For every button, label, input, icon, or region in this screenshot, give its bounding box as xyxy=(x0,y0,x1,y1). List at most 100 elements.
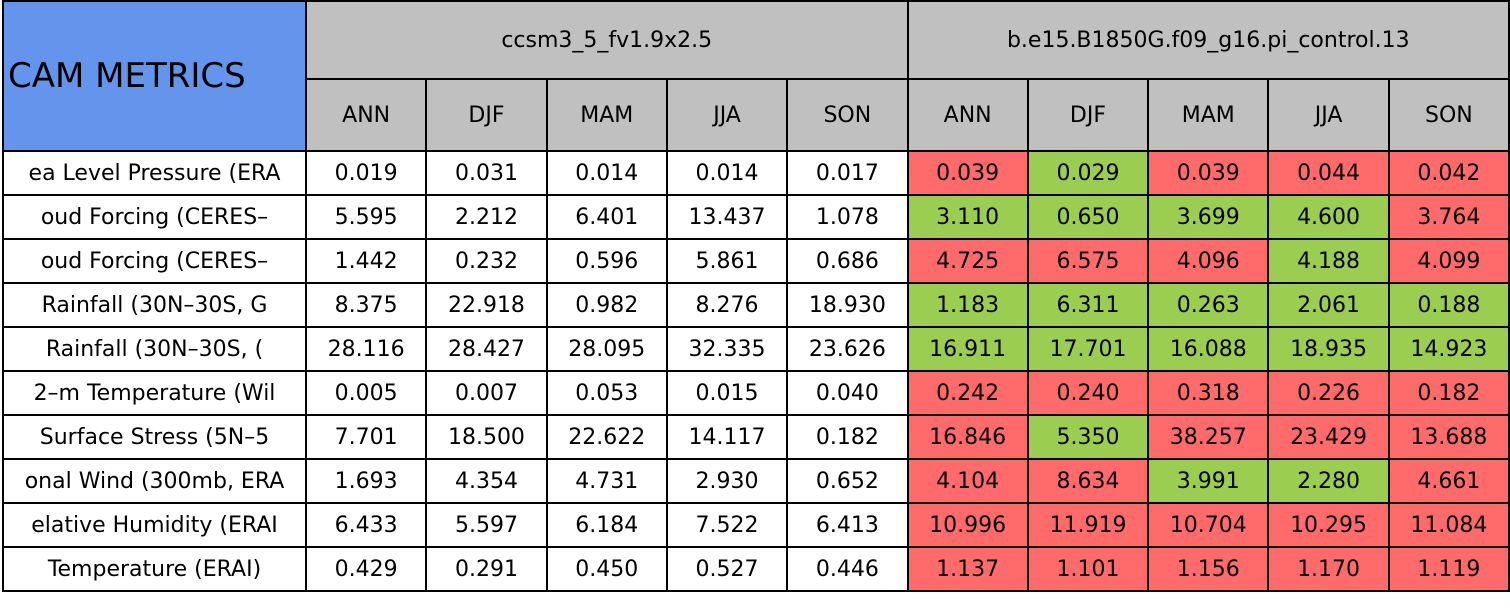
metric-cell: 13.437 xyxy=(665,194,789,240)
metric-cell: 0.226 xyxy=(1267,370,1390,416)
metric-cell: 4.104 xyxy=(906,458,1029,504)
metric-cell: 0.982 xyxy=(545,282,668,328)
metric-cell: 6.575 xyxy=(1026,238,1150,284)
row-label: 2–m Temperature (Wil xyxy=(2,370,307,416)
metric-cell: 3.110 xyxy=(906,194,1029,240)
metric-cell: 0.182 xyxy=(786,414,909,460)
metric-cell: 10.704 xyxy=(1147,502,1270,548)
metric-cell: 0.029 xyxy=(1026,150,1150,196)
metric-cell: 0.318 xyxy=(1147,370,1270,416)
season-header: JJA xyxy=(1267,78,1390,152)
metric-cell: 0.005 xyxy=(304,370,428,416)
metric-cell: 0.039 xyxy=(906,150,1029,196)
group-header: ccsm3_5_fv1.9x2.5 xyxy=(305,0,909,80)
data-row: Rainfall (30N–30S, (28.116 28.427 28.095 32… xyxy=(2,326,1510,372)
group-header: b.e15.B1850G.f09_g16.pi_control.13 xyxy=(906,0,1510,80)
metric-cell: 3.764 xyxy=(1387,194,1510,240)
metric-cell: 0.263 xyxy=(1147,282,1270,328)
metric-cell: 1.183 xyxy=(906,282,1029,328)
metric-cell: 18.935 xyxy=(1267,326,1390,372)
row-label: Rainfall (30N–30S, ( xyxy=(2,326,307,372)
season-header: SON xyxy=(786,78,909,152)
metric-cell: 4.731 xyxy=(545,458,668,504)
metric-cell: 1.101 xyxy=(1026,546,1150,592)
metric-cell: 38.257 xyxy=(1147,414,1270,460)
metric-cell: 28.427 xyxy=(425,326,548,372)
metric-cell: 4.096 xyxy=(1147,238,1270,284)
metric-cell: 0.429 xyxy=(304,546,428,592)
metric-cell: 4.600 xyxy=(1267,194,1390,240)
metric-cell: 4.661 xyxy=(1387,458,1510,504)
row-label: oud Forcing (CERES– xyxy=(2,238,307,284)
table-title: CAM METRICS xyxy=(2,0,307,152)
metric-cell: 3.699 xyxy=(1147,194,1270,240)
metric-cell: 0.242 xyxy=(906,370,1029,416)
metric-cell: 0.446 xyxy=(786,546,909,592)
metric-cell: 1.170 xyxy=(1267,546,1390,592)
metric-cell: 22.918 xyxy=(425,282,548,328)
season-header: MAM xyxy=(545,78,668,152)
metric-cell: 1.693 xyxy=(304,458,428,504)
metric-cell: 5.350 xyxy=(1026,414,1150,460)
metric-cell: 16.911 xyxy=(906,326,1029,372)
data-row: onal Wind (300mb, ERA 1.693 4.354 4.731 2.93… xyxy=(2,458,1510,504)
data-row: oud Forcing (CERES– 1.442 0.232 0.596 5.861 0… xyxy=(2,238,1510,284)
row-label: elative Humidity (ERAI xyxy=(2,502,307,548)
metric-cell: 14.117 xyxy=(665,414,789,460)
metric-cell: 0.039 xyxy=(1147,150,1270,196)
metric-cell: 16.846 xyxy=(906,414,1029,460)
data-row: elative Humidity (ERAI 6.433 5.597 6.184 7.5… xyxy=(2,502,1510,548)
metric-cell: 0.031 xyxy=(425,150,548,196)
metric-cell: 0.007 xyxy=(425,370,548,416)
metric-cell: 23.429 xyxy=(1267,414,1390,460)
metric-cell: 0.042 xyxy=(1387,150,1510,196)
season-header: ANN xyxy=(304,78,428,152)
metric-cell: 23.626 xyxy=(786,326,909,372)
metric-cell: 0.015 xyxy=(665,370,789,416)
row-label: Surface Stress (5N–5 xyxy=(2,414,307,460)
metric-cell: 0.017 xyxy=(786,150,909,196)
metric-cell: 8.634 xyxy=(1026,458,1150,504)
metric-cell: 0.652 xyxy=(786,458,909,504)
data-row: oud Forcing (CERES– 5.595 2.212 6.401 13.437… xyxy=(2,194,1510,240)
metric-cell: 0.188 xyxy=(1387,282,1510,328)
metric-cell: 6.184 xyxy=(545,502,668,548)
row-label: Rainfall (30N–30S, G xyxy=(2,282,307,328)
metric-cell: 6.401 xyxy=(545,194,668,240)
metric-cell: 6.433 xyxy=(304,502,428,548)
metric-cell: 0.291 xyxy=(425,546,548,592)
metric-cell: 4.725 xyxy=(906,238,1029,284)
metric-cell: 28.116 xyxy=(304,326,428,372)
metric-cell: 0.182 xyxy=(1387,370,1510,416)
metric-cell: 2.061 xyxy=(1267,282,1390,328)
metric-cell: 7.701 xyxy=(304,414,428,460)
metric-cell: 14.923 xyxy=(1387,326,1510,372)
metric-cell: 6.311 xyxy=(1026,282,1150,328)
metric-cell: 0.450 xyxy=(545,546,668,592)
metric-cell: 0.014 xyxy=(545,150,668,196)
metrics-table: CAM METRICS ccsm3_5_fv1.9x2.5 b.e15.B1850G… xyxy=(2,0,1510,592)
data-row: ea Level Pressure (ERA 0.019 0.031 0.014 0.0… xyxy=(2,150,1510,196)
metric-cell: 0.527 xyxy=(665,546,789,592)
metric-cell: 0.686 xyxy=(786,238,909,284)
row-label: oud Forcing (CERES– xyxy=(2,194,307,240)
metric-cell: 0.232 xyxy=(425,238,548,284)
metric-cell: 1.119 xyxy=(1387,546,1510,592)
metric-cell: 5.861 xyxy=(665,238,789,284)
metric-cell: 0.014 xyxy=(665,150,789,196)
metric-cell: 0.044 xyxy=(1267,150,1390,196)
metric-cell: 17.701 xyxy=(1026,326,1150,372)
metric-cell: 1.156 xyxy=(1147,546,1270,592)
data-row: Temperature (ERAI) 0.429 0.291 0.450 0.527 0.… xyxy=(2,546,1510,592)
metric-cell: 2.212 xyxy=(425,194,548,240)
metric-cell: 3.991 xyxy=(1147,458,1270,504)
metric-cell: 1.137 xyxy=(906,546,1029,592)
metric-cell: 7.522 xyxy=(665,502,789,548)
season-header: DJF xyxy=(1026,78,1150,152)
data-row: 2–m Temperature (Wil 0.005 0.007 0.053 0.015… xyxy=(2,370,1510,416)
metric-cell: 0.240 xyxy=(1026,370,1150,416)
metric-cell: 0.019 xyxy=(304,150,428,196)
metric-cell: 0.040 xyxy=(786,370,909,416)
row-label: Temperature (ERAI) xyxy=(2,546,307,592)
